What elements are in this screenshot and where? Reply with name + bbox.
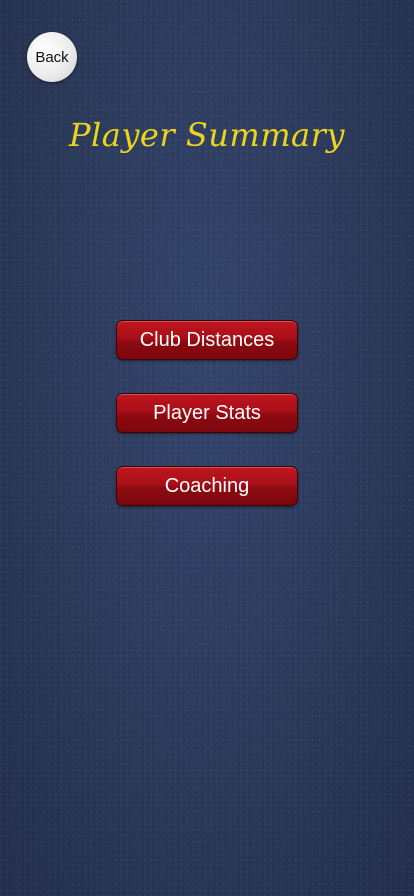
coaching-button[interactable]: Coaching (116, 466, 298, 506)
page-title: Player Summary (69, 116, 345, 154)
back-button[interactable]: Back (27, 32, 77, 82)
menu-list: Club Distances Player Stats Coaching (116, 320, 298, 539)
player-stats-button[interactable]: Player Stats (116, 393, 298, 433)
club-distances-button[interactable]: Club Distances (116, 320, 298, 360)
